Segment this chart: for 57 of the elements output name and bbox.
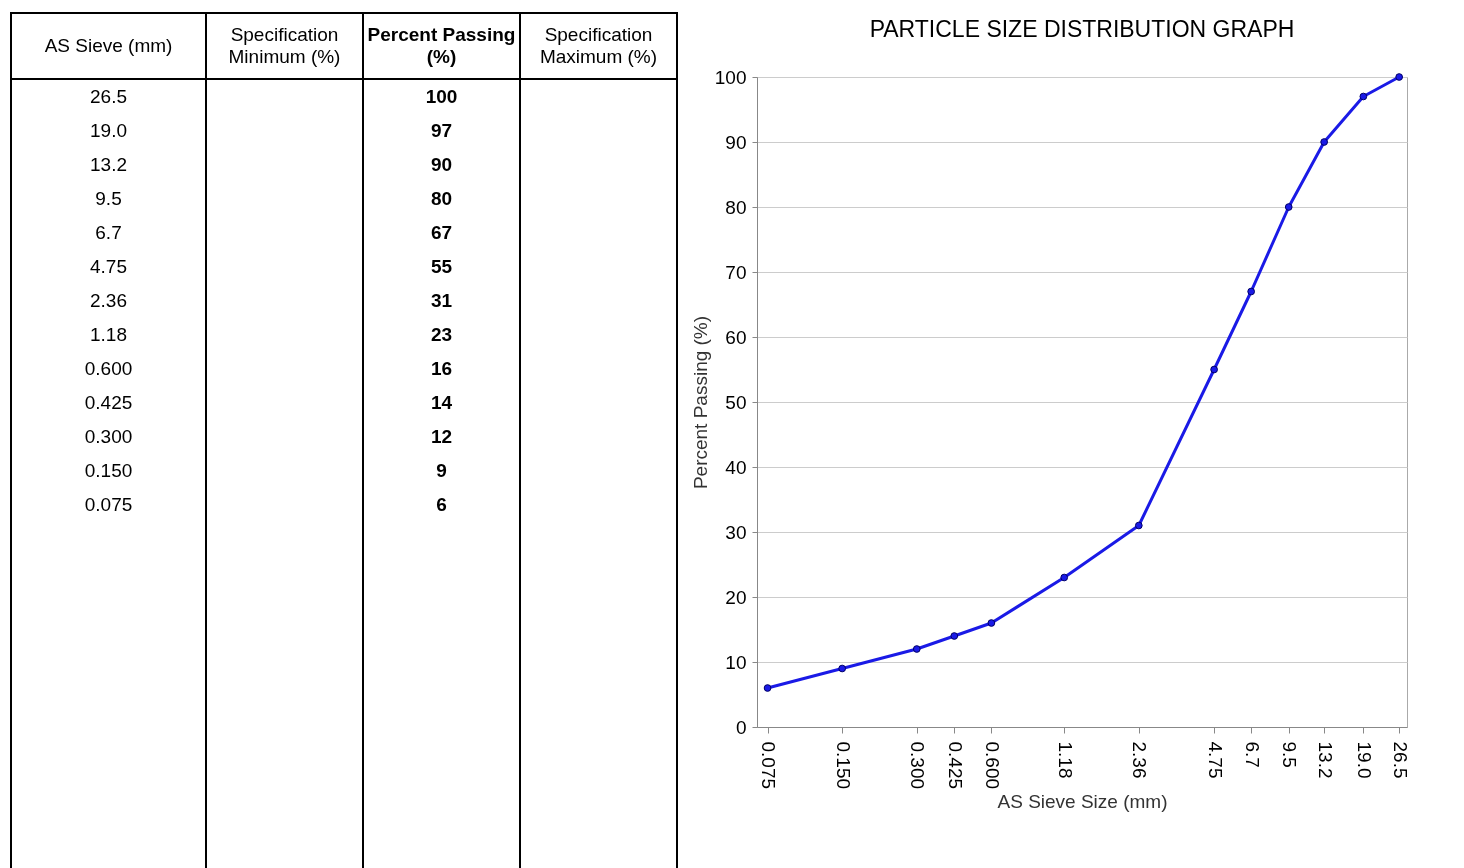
- x-tick-label: 0.075: [758, 741, 780, 790]
- category-label: 0.150: [84, 460, 133, 481]
- text: AS Sieve (mm): [11, 13, 206, 79]
- category-label: Specification Minimum (%): [206, 13, 363, 79]
- x-tick-label: 0.150: [832, 741, 854, 790]
- text: 90: [430, 154, 453, 175]
- text: 6: [436, 494, 447, 515]
- x-tick-label: 19.0: [1353, 741, 1375, 779]
- y-tick-label: 10: [725, 651, 747, 673]
- y-tick-label: 70: [725, 261, 747, 283]
- category-label: 13.2: [90, 154, 127, 175]
- x-tick-label: 13.2: [1314, 741, 1336, 779]
- x-tick-label: 1.18: [1054, 741, 1076, 779]
- text: 80: [430, 188, 453, 209]
- x-tick-label: 0.425: [944, 741, 966, 790]
- y-tick-label: 90: [725, 131, 747, 153]
- text: 67: [430, 222, 453, 243]
- y-tick-label: 20: [725, 586, 747, 608]
- category-label: 26.5: [90, 86, 127, 107]
- y-tick-label: 80: [725, 196, 747, 218]
- y-tick-label: 60: [725, 326, 747, 348]
- y-tick-label: 100: [714, 66, 747, 88]
- category-label: 1.18: [90, 324, 127, 345]
- x-tick-label: 4.75: [1204, 741, 1226, 779]
- category-label: 4.75: [90, 256, 127, 277]
- category-label: 0.600: [84, 358, 133, 379]
- category-label: 6.7: [95, 222, 122, 243]
- x-axis-title: AS Sieve Size (mm): [997, 791, 1168, 813]
- category-label: 0.300: [84, 426, 133, 447]
- category-label: 2.36: [90, 290, 127, 311]
- x-tick-label: 6.7: [1241, 741, 1263, 768]
- text: 100: [425, 86, 458, 107]
- y-axis-title: Percent Passing (%): [689, 315, 711, 490]
- y-tick-label: 0: [735, 716, 747, 738]
- text: 55: [430, 256, 453, 277]
- chart-title: PARTICLE SIZE DISTRIBUTION GRAPH: [869, 16, 1295, 42]
- x-tick-label: 2.36: [1129, 741, 1151, 779]
- x-tick-label: 0.300: [907, 741, 929, 790]
- text: 9: [436, 460, 447, 481]
- x-tick-label: 26.5: [1389, 741, 1411, 779]
- category-label: 0.075: [84, 494, 133, 515]
- category-label: 9.5: [95, 188, 122, 209]
- category-label: Specification Maximum (%): [520, 13, 677, 79]
- text: 23: [430, 324, 453, 345]
- category-label: 0.425: [84, 392, 133, 413]
- text: 97: [430, 120, 453, 141]
- y-tick-label: 30: [725, 521, 747, 543]
- x-tick-label: 0.600: [981, 741, 1003, 790]
- y-tick-label: 50: [725, 391, 747, 413]
- text: 14: [430, 392, 453, 413]
- text: 16: [430, 358, 453, 379]
- category-label: Percent Passing (%): [363, 13, 520, 79]
- y-tick-label: 40: [725, 456, 747, 478]
- text: 12: [430, 426, 453, 447]
- category-label: 19.0: [90, 120, 127, 141]
- text: 31: [430, 290, 453, 311]
- x-tick-label: 9.5: [1279, 741, 1301, 768]
